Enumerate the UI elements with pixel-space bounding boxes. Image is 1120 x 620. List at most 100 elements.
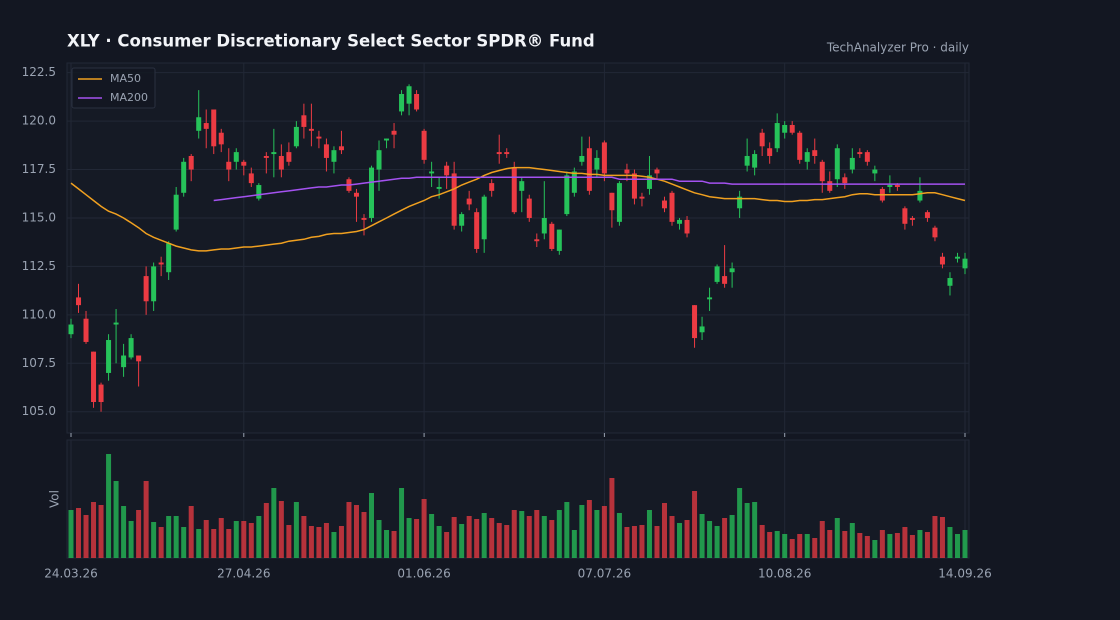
volume-bar	[519, 511, 525, 558]
candle-body	[278, 155, 284, 170]
volume-bar	[534, 510, 540, 558]
volume-bar	[91, 502, 97, 558]
volume-bar	[594, 510, 600, 558]
candle-body	[406, 86, 412, 104]
volume-bar	[474, 519, 480, 558]
volume-bar	[429, 514, 435, 558]
candle-body	[203, 123, 209, 129]
volume-bar	[789, 539, 795, 558]
volume-bar	[76, 508, 82, 558]
candle-body	[414, 93, 420, 110]
volume-bar	[909, 535, 915, 558]
candle-body	[601, 142, 607, 174]
volume-bar	[564, 502, 570, 558]
price-panel	[66, 62, 970, 434]
candle-body	[301, 115, 307, 127]
candle-body	[534, 239, 540, 242]
candle-body	[248, 173, 254, 184]
volume-bar	[106, 454, 112, 558]
volume-bar	[624, 527, 630, 558]
volume-bar	[661, 503, 667, 558]
volume-bar	[98, 505, 104, 558]
volume-bar	[842, 531, 848, 558]
volume-bar	[902, 527, 908, 558]
volume-bar	[677, 523, 683, 558]
volume-bar	[729, 515, 735, 558]
volume-bar	[887, 534, 893, 558]
candle-body	[654, 169, 660, 174]
candle-body	[571, 171, 577, 193]
ma-line	[70, 166, 966, 252]
volume-bar	[436, 526, 442, 558]
candle-body	[286, 152, 292, 162]
ma-line	[213, 176, 965, 202]
volume-bar	[226, 529, 232, 558]
candle-body	[909, 217, 915, 220]
candle-body	[76, 297, 82, 306]
x-tick-label: 24.03.26	[44, 567, 97, 581]
candle-body	[692, 305, 698, 339]
volume-bar	[384, 530, 390, 558]
volume-bar	[308, 526, 314, 558]
candle-body	[624, 169, 630, 174]
y-tick-label: 110.0	[22, 307, 56, 321]
volume-bar	[849, 523, 855, 558]
volume-bar	[256, 516, 262, 558]
volume-bar	[369, 493, 375, 558]
volume-bar	[834, 518, 840, 558]
y-tick-label: 105.0	[22, 404, 56, 418]
candle-body	[594, 157, 600, 170]
candle-body	[136, 355, 142, 362]
volume-bar	[181, 527, 187, 558]
candle-body	[669, 192, 675, 222]
y-tick-label: 117.5	[22, 162, 56, 176]
candle-body	[917, 190, 923, 201]
volume-bar	[248, 523, 254, 558]
candle-body	[196, 117, 202, 131]
volume-bar	[654, 526, 660, 558]
candle-body	[541, 217, 547, 234]
volume-bar	[759, 525, 765, 558]
volume-bar	[316, 527, 322, 558]
candle-body	[849, 157, 855, 170]
candle-body	[353, 192, 359, 197]
volume-bar	[639, 525, 645, 558]
volume-bar	[173, 516, 179, 558]
candle-body	[293, 126, 299, 147]
candle-body	[924, 212, 930, 218]
candle-body	[128, 338, 134, 358]
volume-bar	[767, 532, 773, 558]
candle-body	[218, 132, 224, 145]
volume-bar	[414, 519, 420, 558]
candle-body	[834, 148, 840, 180]
candle-body	[496, 152, 502, 155]
candle-body	[256, 185, 262, 199]
candle-body	[429, 171, 435, 174]
candle-body	[391, 130, 397, 135]
volume-bar	[331, 532, 337, 558]
volume-bar	[113, 481, 119, 558]
candle-body	[241, 161, 247, 166]
candle-body	[827, 181, 833, 191]
candle-body	[113, 322, 119, 325]
candle-body	[369, 167, 375, 218]
volume-bar	[451, 517, 457, 558]
candle-body	[789, 124, 795, 133]
candle-body	[782, 124, 788, 133]
candle-body	[421, 130, 427, 160]
volume-bar	[962, 530, 968, 558]
volume-bar	[511, 510, 517, 558]
candle-body	[384, 138, 390, 141]
volume-bar	[744, 503, 750, 558]
candle-body	[684, 219, 690, 234]
volume-bar	[797, 534, 803, 558]
volume-bar	[323, 523, 329, 558]
candle-body	[91, 351, 97, 403]
volume-bar	[496, 523, 502, 558]
candle-body	[864, 152, 870, 162]
candle-body	[646, 175, 652, 189]
volume-bar	[579, 505, 585, 558]
volume-bar	[151, 522, 157, 558]
candle-body	[759, 132, 765, 147]
candle-body	[819, 161, 825, 182]
